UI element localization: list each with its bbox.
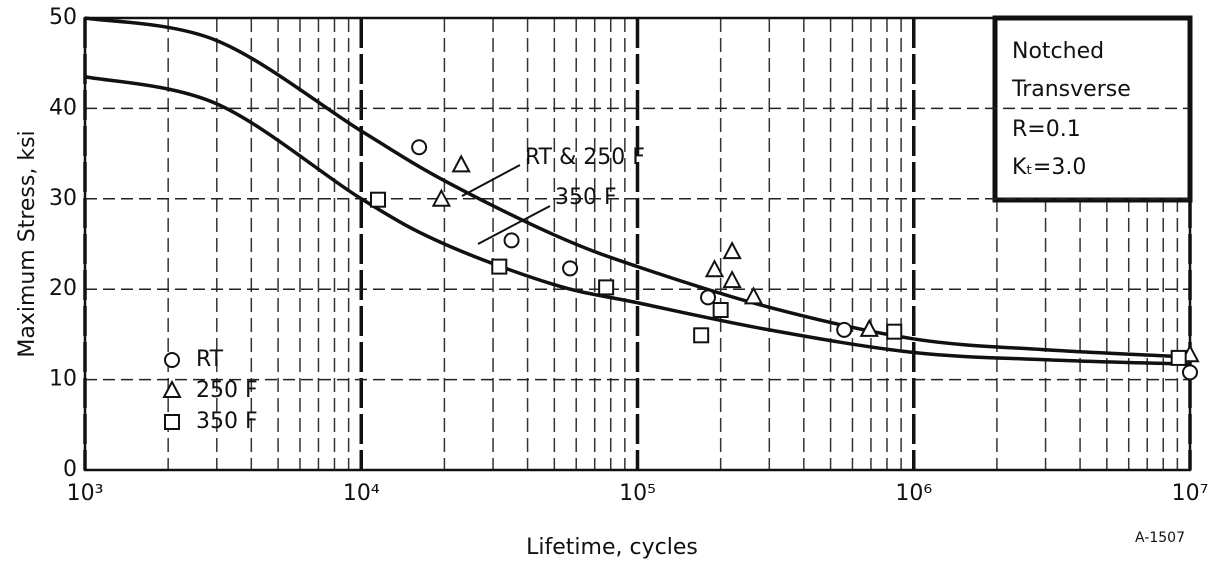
data-point: [491, 258, 508, 275]
data-point: [1170, 349, 1187, 366]
data-point: [562, 260, 579, 277]
x-tick-label: 10⁵: [619, 481, 656, 506]
data-point: [598, 279, 615, 296]
y-tick-label: 50: [49, 5, 77, 30]
info-text: Notched: [1012, 39, 1104, 64]
plot-frame: [83, 16, 1192, 472]
y-tick-label: 0: [63, 457, 77, 482]
x-tick-label: 10⁴: [343, 481, 380, 506]
data-point: [836, 321, 853, 338]
legend-label: RT: [196, 347, 224, 372]
data-point: [411, 139, 428, 156]
annotation: 350 F: [555, 185, 617, 210]
data-point: [886, 323, 903, 340]
y-axis-label: Maximum Stress, ksi: [15, 130, 40, 357]
fit-curve: [84, 16, 1191, 359]
data-point: [722, 241, 742, 260]
legend-label: 350 F: [196, 409, 258, 434]
data-point: [693, 327, 710, 344]
legend-label: 250 F: [196, 378, 258, 403]
data-point: [700, 289, 717, 306]
x-tick-label: 10³: [67, 481, 104, 506]
data-point: [712, 301, 729, 318]
y-tick-label: 20: [49, 276, 77, 301]
data-point: [704, 259, 725, 278]
legend-marker: [162, 379, 182, 398]
fit-curve: [84, 75, 1191, 366]
x-tick-label: 10⁷: [1172, 481, 1209, 506]
data-point: [503, 232, 520, 249]
info-text: Transverse: [1011, 77, 1131, 102]
info-text: Kₜ=3.0: [1012, 155, 1086, 180]
legend-marker: [164, 414, 180, 430]
data-point: [370, 191, 387, 208]
annotation-arrow: [461, 164, 521, 197]
data-point: [743, 286, 764, 305]
x-tick-label: 10⁶: [895, 481, 932, 506]
annotation-arrow: [477, 205, 551, 245]
info-text: R=0.1: [1012, 117, 1081, 142]
data-point: [1182, 364, 1198, 381]
figure-id: A-1507: [1135, 530, 1185, 546]
x-axis-label: Lifetime, cycles: [526, 535, 698, 560]
data-point: [431, 188, 452, 207]
data-point: [859, 318, 879, 337]
y-tick-label: 40: [49, 95, 77, 120]
data-point: [451, 154, 471, 173]
y-tick-label: 30: [49, 186, 77, 211]
legend-marker: [164, 352, 180, 368]
y-tick-label: 10: [49, 367, 77, 392]
annotation: RT & 250 F: [525, 145, 645, 170]
data-point: [722, 269, 742, 289]
